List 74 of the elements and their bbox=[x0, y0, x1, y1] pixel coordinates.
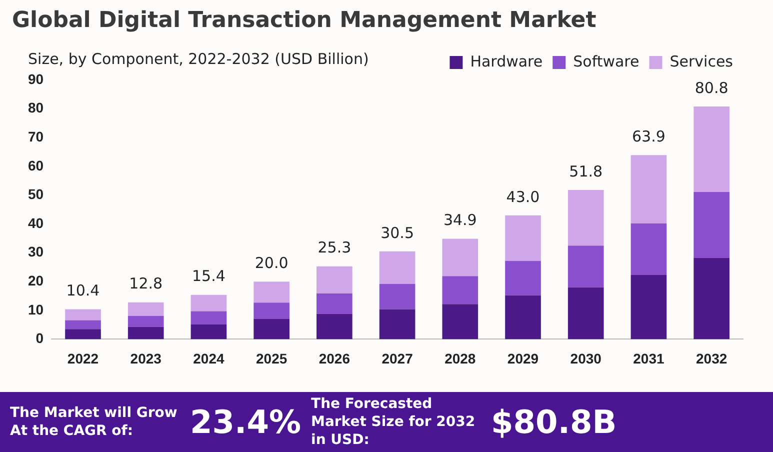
bar bbox=[316, 293, 352, 314]
y-tick-label: 70 bbox=[28, 128, 44, 144]
bar bbox=[65, 329, 101, 340]
bar bbox=[379, 309, 416, 340]
x-tick-label: 2027 bbox=[382, 350, 414, 366]
bar bbox=[190, 311, 227, 325]
y-tick-label: 50 bbox=[28, 186, 44, 202]
x-tick-label: 2029 bbox=[507, 350, 539, 366]
legend-label: Services bbox=[670, 52, 734, 70]
total-label: 43.0 bbox=[506, 188, 540, 206]
total-label: 30.5 bbox=[380, 224, 414, 242]
y-tick-label: 0 bbox=[36, 330, 44, 346]
x-tick-label: 2024 bbox=[193, 350, 224, 366]
total-label: 20.0 bbox=[254, 254, 288, 272]
bar bbox=[128, 302, 164, 316]
total-label: 80.8 bbox=[694, 78, 728, 97]
x-tick-label: 2031 bbox=[633, 350, 664, 366]
bar bbox=[694, 258, 730, 340]
bar bbox=[630, 274, 667, 340]
total-label: 12.8 bbox=[129, 274, 163, 293]
bar bbox=[190, 324, 227, 340]
bar bbox=[505, 295, 541, 340]
text: 23.4% bbox=[190, 403, 302, 441]
legend-label: Hardware bbox=[470, 52, 543, 70]
bar bbox=[505, 215, 541, 261]
bar bbox=[65, 309, 101, 320]
chart-subtitle: Size, by Component, 2022-2032 (USD Billion) bbox=[28, 50, 369, 68]
bar bbox=[442, 276, 478, 304]
bar bbox=[316, 266, 352, 294]
total-label: 51.8 bbox=[569, 162, 603, 180]
bar bbox=[65, 320, 101, 330]
bar bbox=[190, 294, 227, 312]
y-tick-label: 20 bbox=[28, 272, 44, 288]
bar bbox=[694, 192, 730, 258]
x-tick-label: 2022 bbox=[67, 350, 99, 366]
bar bbox=[128, 326, 164, 340]
bar bbox=[254, 302, 290, 320]
total-label: 34.9 bbox=[443, 211, 477, 230]
bar bbox=[442, 238, 478, 276]
chart-title: Global Digital Transaction Management Market bbox=[12, 8, 596, 33]
bar bbox=[505, 260, 541, 296]
y-tick-label: 30 bbox=[28, 244, 44, 260]
x-tick-label: 2025 bbox=[256, 350, 288, 366]
text: The Forecasted Market Size for 2032 in USD: bbox=[311, 395, 476, 449]
bar bbox=[254, 319, 290, 340]
bar bbox=[568, 246, 604, 288]
bar bbox=[694, 106, 730, 192]
bar bbox=[630, 155, 667, 224]
bar bbox=[442, 304, 478, 340]
y-tick-label: 40 bbox=[28, 214, 44, 231]
y-tick-label: 10 bbox=[28, 301, 44, 318]
bar bbox=[128, 316, 164, 327]
bar bbox=[568, 287, 604, 340]
bar bbox=[254, 282, 290, 303]
total-label: 63.9 bbox=[632, 128, 666, 146]
total-label: 10.4 bbox=[66, 282, 100, 300]
bar bbox=[568, 190, 604, 246]
x-tick-label: 2032 bbox=[696, 350, 728, 366]
bar bbox=[316, 314, 352, 340]
legend-label: Software bbox=[573, 52, 640, 70]
total-label: 25.3 bbox=[318, 238, 352, 257]
x-tick-label: 2026 bbox=[318, 350, 350, 366]
text: $80.8B bbox=[491, 403, 617, 441]
x-tick-label: 2028 bbox=[444, 350, 476, 366]
y-tick-label: 90 bbox=[28, 70, 44, 87]
text: The Market will Grow At the CAGR of: bbox=[10, 404, 178, 440]
bar bbox=[630, 223, 667, 275]
y-tick-label: 80 bbox=[28, 100, 44, 116]
total-label: 15.4 bbox=[192, 267, 226, 286]
y-tick-label: 60 bbox=[28, 157, 44, 174]
x-tick-label: 2023 bbox=[130, 350, 162, 366]
bar bbox=[379, 251, 416, 284]
x-tick-label: 2030 bbox=[570, 350, 602, 366]
bar bbox=[379, 284, 416, 310]
